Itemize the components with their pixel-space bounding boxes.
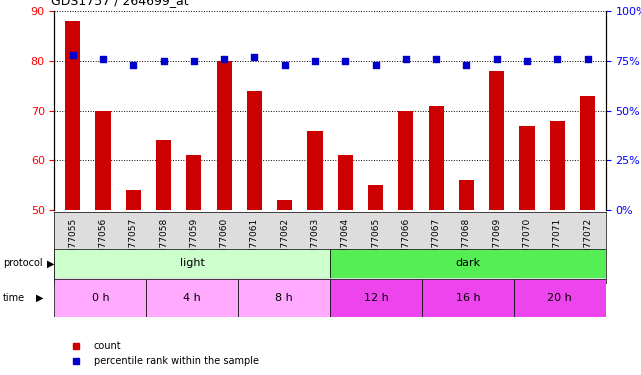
Bar (156, 141, 171, 210)
Bar (429, 106, 444, 210)
Text: GSM77065: GSM77065 (371, 217, 380, 267)
Text: GSM77057: GSM77057 (129, 217, 138, 267)
Bar (514, 279, 606, 317)
Text: 4 h: 4 h (183, 293, 201, 303)
Bar (368, 185, 383, 210)
Text: GSM77072: GSM77072 (583, 217, 592, 267)
Point (310, 58, 320, 64)
Bar (330, 279, 422, 317)
Bar (338, 155, 353, 210)
Bar (247, 91, 262, 210)
Text: GSM77061: GSM77061 (250, 217, 259, 267)
Text: 0 h: 0 h (92, 293, 109, 303)
Text: GSM77058: GSM77058 (159, 217, 168, 267)
Text: GSM77069: GSM77069 (492, 217, 501, 267)
Text: GSM77068: GSM77068 (462, 217, 471, 267)
Bar (238, 279, 330, 317)
Point (492, 56, 502, 62)
Bar (146, 279, 238, 317)
Point (67, 52, 78, 58)
Text: GSM77062: GSM77062 (280, 217, 289, 267)
Point (370, 62, 381, 68)
Text: protocol: protocol (3, 258, 43, 268)
Bar (54, 279, 146, 317)
Text: 20 h: 20 h (547, 293, 572, 303)
Text: ▶: ▶ (36, 293, 44, 303)
Point (340, 58, 351, 64)
Text: GSM77067: GSM77067 (431, 217, 440, 267)
Bar (308, 130, 322, 210)
Bar (519, 126, 535, 210)
Text: GSM77070: GSM77070 (522, 217, 531, 267)
Point (401, 56, 411, 62)
Bar (330, 249, 606, 278)
Text: ▶: ▶ (47, 258, 54, 268)
Bar (398, 111, 413, 210)
Point (98, 56, 108, 62)
Bar (277, 200, 292, 210)
Text: dark: dark (455, 258, 481, 268)
Bar (65, 21, 80, 210)
Text: GSM77066: GSM77066 (401, 217, 410, 267)
Point (431, 56, 441, 62)
Text: GSM77059: GSM77059 (189, 217, 198, 267)
Legend: count, percentile rank within the sample: count, percentile rank within the sample (63, 338, 263, 370)
Text: 16 h: 16 h (456, 293, 480, 303)
Text: 12 h: 12 h (363, 293, 388, 303)
Point (552, 56, 562, 62)
Text: GSM77071: GSM77071 (553, 217, 562, 267)
Point (522, 58, 532, 64)
Point (188, 58, 199, 64)
Point (583, 56, 593, 62)
Text: 8 h: 8 h (275, 293, 293, 303)
Bar (580, 96, 595, 210)
Point (128, 62, 138, 68)
Point (462, 62, 472, 68)
Text: GDS1757 / 264699_at: GDS1757 / 264699_at (51, 0, 189, 8)
Text: GSM77060: GSM77060 (220, 217, 229, 267)
Bar (126, 190, 141, 210)
Text: GSM77056: GSM77056 (99, 217, 108, 267)
Text: GSM77064: GSM77064 (341, 217, 350, 267)
Point (249, 54, 260, 60)
Bar (459, 180, 474, 210)
Text: GSM77055: GSM77055 (68, 217, 77, 267)
Bar (54, 249, 330, 278)
Text: time: time (3, 293, 26, 303)
Point (158, 58, 169, 64)
Bar (187, 155, 201, 210)
Bar (422, 279, 514, 317)
Bar (550, 121, 565, 210)
Text: GSM77063: GSM77063 (310, 217, 319, 267)
Bar (489, 71, 504, 210)
Text: light: light (180, 258, 204, 268)
Point (279, 62, 290, 68)
Point (219, 56, 229, 62)
Bar (96, 111, 110, 210)
Bar (217, 61, 231, 210)
